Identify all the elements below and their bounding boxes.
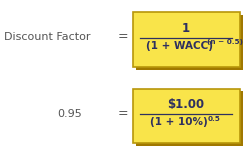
Text: (n − 0.5): (n − 0.5) [207,39,243,45]
Text: 1: 1 [182,22,190,35]
Text: =: = [118,108,128,120]
Text: 0.5: 0.5 [207,116,220,122]
Text: Discount Factor: Discount Factor [4,32,90,42]
Text: $1.00: $1.00 [168,98,205,111]
FancyBboxPatch shape [136,15,242,70]
Text: (1 + WACC): (1 + WACC) [146,41,213,51]
FancyBboxPatch shape [136,91,242,146]
FancyBboxPatch shape [133,89,240,143]
Text: =: = [118,30,128,43]
FancyBboxPatch shape [133,12,240,67]
Text: 0.95: 0.95 [57,109,82,119]
Text: (1 + 10%): (1 + 10%) [150,117,208,127]
